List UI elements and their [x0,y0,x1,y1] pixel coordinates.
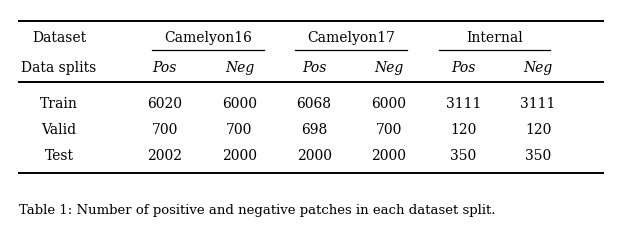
Text: Data splits: Data splits [22,61,96,75]
Text: 120: 120 [525,123,551,137]
Text: Valid: Valid [42,123,77,137]
Text: 120: 120 [450,123,476,137]
Text: 2002: 2002 [147,149,182,163]
Text: 3111: 3111 [521,97,555,110]
Text: 700: 700 [152,123,178,137]
Text: 350: 350 [450,149,476,163]
Text: 6068: 6068 [297,97,332,110]
Text: 6020: 6020 [147,97,182,110]
Text: Pos: Pos [451,61,476,75]
Text: 2000: 2000 [297,149,332,163]
Text: Dataset: Dataset [32,31,86,45]
Text: Camelyon16: Camelyon16 [164,31,253,45]
Text: Pos: Pos [302,61,327,75]
Text: Test: Test [45,149,73,163]
Text: Train: Train [40,97,78,110]
Text: Neg: Neg [523,61,553,75]
Text: Neg: Neg [374,61,404,75]
Text: 700: 700 [376,123,402,137]
Text: Internal: Internal [466,31,523,45]
Text: 698: 698 [301,123,327,137]
Text: 6000: 6000 [222,97,257,110]
Text: Pos: Pos [152,61,177,75]
Text: 700: 700 [226,123,253,137]
Text: 2000: 2000 [371,149,406,163]
Text: 2000: 2000 [222,149,257,163]
Text: Neg: Neg [225,61,254,75]
Text: Table 1: Number of positive and negative patches in each dataset split.: Table 1: Number of positive and negative… [19,204,495,217]
Text: Camelyon17: Camelyon17 [307,31,396,45]
Text: 6000: 6000 [371,97,406,110]
Text: 3111: 3111 [446,97,481,110]
Text: 350: 350 [525,149,551,163]
